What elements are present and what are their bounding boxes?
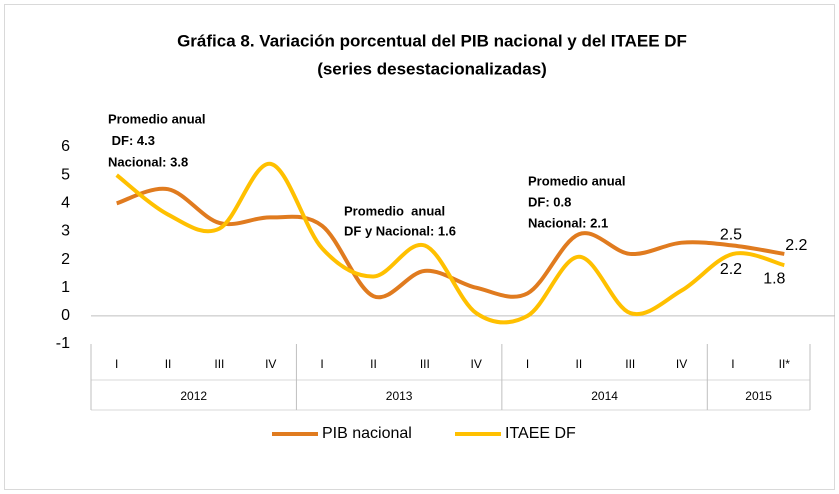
x-tick-label: III — [214, 357, 224, 371]
y-tick-label: 0 — [61, 307, 70, 324]
x-tick-label: IV — [265, 357, 276, 371]
chart-title: Gráfica 8. Variación porcentual del PIB … — [177, 31, 687, 50]
data-label: 2.2 — [785, 237, 807, 254]
data-label: 2.5 — [720, 227, 742, 244]
annotation: Nacional: 3.8 — [108, 154, 188, 169]
y-tick-label: 6 — [61, 138, 70, 155]
data-label: 1.8 — [763, 270, 785, 287]
x-tick-label: IV — [676, 357, 687, 371]
group-label: 2014 — [591, 389, 618, 403]
annotation: DF: 4.3 — [108, 133, 155, 148]
x-tick-label: IV — [471, 357, 482, 371]
group-label: 2013 — [386, 389, 413, 403]
x-tick-label: III — [625, 357, 635, 371]
x-tick-label: I — [731, 357, 734, 371]
y-tick-label: -1 — [56, 335, 70, 352]
legend-label: ITAEE DF — [505, 425, 576, 442]
y-tick-label: 5 — [61, 166, 70, 183]
y-tick-label: 1 — [61, 279, 70, 296]
x-tick-label: I — [320, 357, 323, 371]
annotation: DF y Nacional: 1.6 — [344, 223, 456, 238]
group-label: 2015 — [745, 389, 772, 403]
legend-label: PIB nacional — [322, 425, 412, 442]
x-tick-label: II* — [779, 357, 791, 371]
y-tick-label: 2 — [61, 251, 70, 268]
data-label: 2.2 — [720, 261, 742, 278]
group-label: 2012 — [180, 389, 207, 403]
chart-frame — [4, 4, 835, 490]
x-tick-label: II — [576, 357, 583, 371]
x-tick-label: I — [526, 357, 529, 371]
x-tick-label: II — [165, 357, 172, 371]
annotation: Promedio anual — [344, 203, 445, 218]
x-tick-label: I — [115, 357, 118, 371]
y-tick-label: 3 — [61, 223, 70, 240]
annotation: DF: 0.8 — [528, 194, 571, 209]
x-tick-label: III — [420, 357, 430, 371]
y-tick-label: 4 — [61, 195, 70, 212]
annotation: Promedio anual — [108, 111, 206, 126]
series-line — [115, 161, 785, 325]
x-tick-label: II — [370, 357, 377, 371]
chart-subtitle: (series desestacionalizadas) — [317, 59, 547, 78]
annotation: Nacional: 2.1 — [528, 215, 608, 230]
annotation: Promedio anual — [528, 173, 626, 188]
